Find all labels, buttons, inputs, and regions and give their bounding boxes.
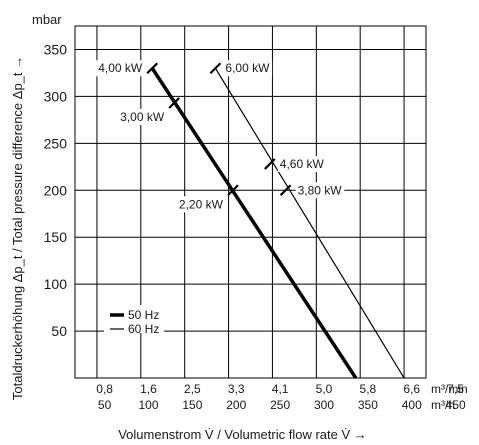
x-tick-label-h: 50: [98, 398, 112, 412]
series-line-50hz: [150, 67, 358, 379]
y-tick-label: 250: [44, 135, 68, 151]
y-tick-label: 200: [44, 182, 68, 198]
operating-point-tick: [227, 184, 239, 197]
x-tick-label-h: 300: [314, 398, 334, 412]
y-tick-label: 300: [44, 88, 68, 104]
power-annotation: 2,20 kW: [179, 197, 224, 211]
x-tick-label-min: 7,5: [447, 382, 464, 396]
x-axis-title: Volumenstrom V̇ / Volumetric flow rate V…: [118, 427, 367, 442]
y-tick-label: 350: [44, 41, 68, 57]
operating-point-tick: [209, 62, 222, 75]
x-tick-label-min: 2,5: [184, 382, 201, 396]
power-annotation: 4,00 kW: [98, 61, 143, 75]
operating-point-tick: [279, 184, 292, 197]
x-tick-label-min: 3,3: [228, 382, 245, 396]
y-unit-label: mbar: [32, 12, 62, 27]
x-tick-label-h: 400: [402, 398, 422, 412]
operating-point-tick: [146, 62, 158, 75]
power-annotation: 3,80 kW: [298, 183, 343, 197]
x-tick-label-min: 4,1: [272, 382, 289, 396]
series-line-60hz: [214, 67, 405, 379]
power-annotation: 3,00 kW: [120, 110, 165, 124]
y-axis-title: Totaldruckerhöhung Δp_t / Total pressure…: [10, 56, 25, 400]
annotation-background: [96, 60, 145, 77]
power-annotation: 6,00 kW: [225, 61, 270, 75]
x-tick-label-min: 5,8: [360, 382, 377, 396]
x-tick-label-h: 250: [270, 398, 290, 412]
x-tick-label-h: 100: [138, 398, 158, 412]
x-tick-label-h: 200: [226, 398, 246, 412]
annotation-background: [295, 182, 345, 199]
labels: 50 100 150 200 250 300 350 mbar Totaldruckerhöhu…: [10, 12, 468, 442]
annotation-background: [118, 108, 167, 125]
x-tick-label-min: 6,6: [403, 382, 420, 396]
y-tick-label: 50: [51, 323, 67, 339]
plot-frame: [74, 25, 427, 379]
power-annotation: 4,60 kW: [280, 157, 325, 171]
series-lines: [150, 67, 405, 379]
y-tick-label: 100: [44, 276, 68, 292]
annotation-background: [277, 155, 327, 172]
x-tick-label-h: 150: [182, 398, 202, 412]
operating-point-tick: [168, 97, 180, 109]
annotation-background: [176, 196, 226, 213]
annotation-background: [223, 60, 273, 77]
x-tick-label-min: 5,0: [316, 382, 333, 396]
legend-label: 50 Hz: [128, 308, 159, 322]
x-tick-label-h: 350: [358, 398, 378, 412]
axes: [74, 25, 427, 379]
x-tick-label-min: 0,8: [96, 382, 113, 396]
x-unit-min: m³/min: [431, 382, 468, 396]
legend-label: 60 Hz: [128, 322, 159, 336]
y-tick-label: 150: [44, 229, 68, 245]
x-unit-h: m³/h: [431, 398, 455, 412]
x-tick-label-min: 1,6: [140, 382, 157, 396]
operating-point-tick: [264, 158, 276, 170]
tick-marks: [146, 62, 292, 197]
grid: [75, 26, 426, 378]
x-tick-label-h: 450: [446, 398, 466, 412]
